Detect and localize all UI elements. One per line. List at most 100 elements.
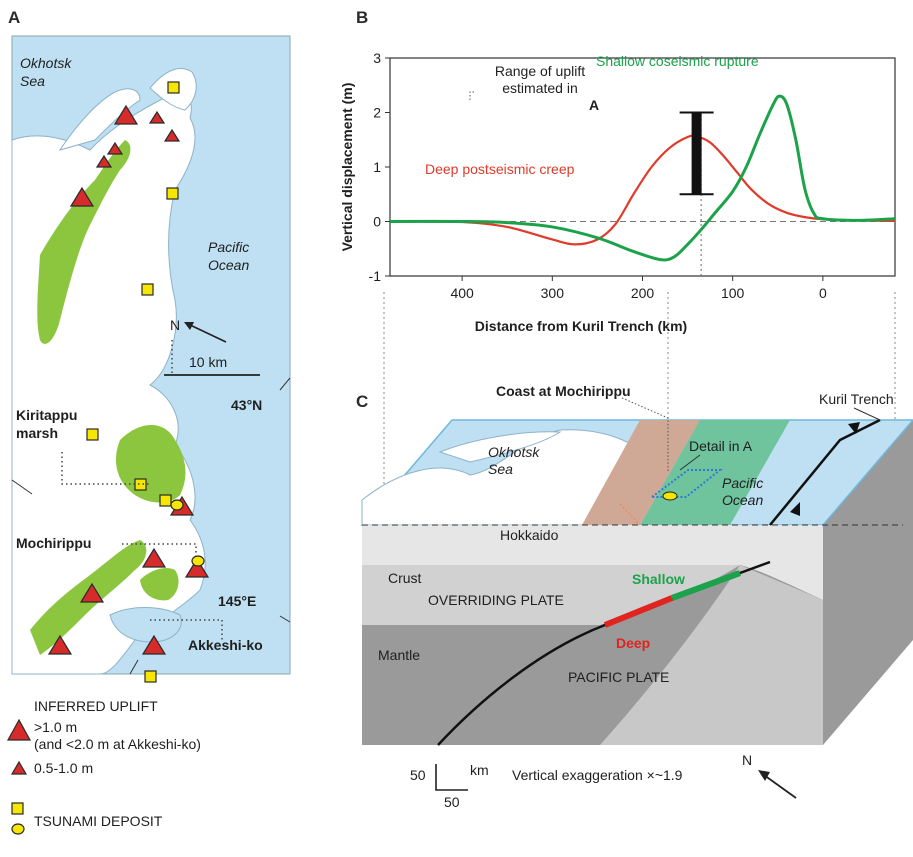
series-label-rupture: Shallow coseismic rupture [596, 53, 759, 69]
crust-layer [362, 525, 823, 600]
scale-horizontal-value: 50 [444, 794, 460, 810]
mochirippu-marker [662, 491, 678, 501]
map-leaders [61, 340, 223, 640]
x-tick-label: 200 [631, 285, 655, 301]
y-ticks: -1 0 1 2 3 [369, 50, 390, 284]
block-diagram-c: Coast at Mochirippu Kuril Trench Okhotsk… [360, 383, 913, 746]
hokkaido-label: Hokkaido [500, 527, 559, 543]
north-arrow-line [187, 323, 227, 343]
trench-arrow-icon [790, 502, 800, 516]
y-tick-label: 3 [373, 50, 381, 66]
pacific-ocean-label: Pacific Ocean [208, 239, 249, 273]
uplift-small-marker [163, 128, 181, 142]
panel-letter-b: B [356, 8, 368, 27]
range-annotation-label: Range of uplift estimated in [495, 63, 585, 96]
tsunami-deposit-marker [166, 187, 179, 200]
uplift-large-marker [79, 582, 105, 603]
series-label-creep: Deep postseismic creep [425, 161, 575, 177]
uplift-small-marker [106, 141, 124, 155]
coast-label: Coast at Mochirippu [496, 383, 631, 399]
trench-leader-line [853, 407, 881, 421]
legend-small-label: 0.5-1.0 m [34, 760, 93, 776]
x-tick-label: 0 [819, 285, 827, 301]
shallow-label: Shallow [632, 571, 685, 587]
legend: INFERRED UPLIFT >1.0 m (and <2.0 m at Ak… [6, 698, 201, 835]
overriding-plate-label: OVERRIDING PLATE [428, 592, 564, 608]
kiritappu-label: Kiritappu marsh [16, 407, 77, 441]
range-bar [691, 112, 702, 195]
y-tick-label: -1 [369, 268, 382, 284]
lon-tick [279, 615, 291, 623]
map-marsh-north [37, 140, 131, 344]
uplift-large-marker [47, 634, 73, 655]
pacific-ocean-label-c: Pacific Ocean [722, 475, 763, 508]
map-land-peninsula [58, 88, 141, 151]
block-scale: 50 km 50 Vertical exaggeration ×~1.9 N [410, 752, 797, 810]
okhotsk-sea-label-c: Okhotsk Sea [488, 444, 540, 477]
x-tick-label: 100 [721, 285, 745, 301]
map-akkeshi-lake [109, 607, 182, 643]
pacific-plate-layer [600, 565, 823, 745]
lat-tick [11, 479, 33, 495]
map-marsh-east [140, 568, 179, 601]
y-tick-label: 0 [373, 214, 381, 230]
tsunami-deposit-marker [159, 494, 172, 507]
north-label: N [170, 317, 180, 333]
north-label-c: N [742, 752, 752, 768]
panel-letter-c: C [356, 392, 368, 411]
range-annotation-leader [469, 91, 476, 100]
scale-label: 10 km [189, 354, 227, 370]
exaggeration-label: Vertical exaggeration ×~1.9 [512, 767, 683, 783]
tsunami-deposit-marker [134, 478, 147, 491]
trench-label: Kuril Trench [819, 391, 894, 407]
panel-letter-a: A [8, 8, 20, 27]
tsunami-deposit-marker [86, 428, 99, 441]
mantle-label: Mantle [378, 647, 420, 663]
map-marsh-kiritappu [115, 425, 186, 503]
x-tick-label: 400 [450, 285, 474, 301]
shallow-slip-segment [670, 570, 742, 601]
north-arrow-head-icon-c [758, 770, 770, 781]
uplift-large-marker [113, 104, 139, 125]
deep-label: Deep [616, 635, 650, 651]
map-a: Okhotsk Sea Pacific Ocean N 10 km 43°N 145… [11, 35, 291, 683]
trench-line [769, 418, 881, 526]
legend-small-triangle-icon [10, 760, 28, 775]
detail-box [649, 469, 723, 498]
plot-frame [389, 57, 896, 277]
tsunami-deposit-marker [144, 670, 157, 683]
pacific-plate-label: PACIFIC PLATE [568, 669, 669, 685]
x-ticks: 400 300 200 100 0 [450, 276, 827, 301]
north-arrow-head-icon [184, 322, 194, 330]
y-tick-label: 1 [373, 159, 381, 175]
legend-tsunami-label: TSUNAMI DEPOSIT [34, 813, 163, 829]
detail-leader [619, 503, 641, 526]
legend-tsunami-circle-icon [11, 823, 25, 835]
trench-arrow-icon [848, 422, 860, 434]
deep-slip-segment [603, 595, 674, 628]
detail-label: Detail in A [689, 438, 753, 454]
lat-tick [279, 377, 291, 391]
uplift-markers [47, 104, 210, 655]
tsunami-deposit-marker [141, 283, 154, 296]
north-arrow-line-c [763, 774, 797, 799]
y-tick-label: 2 [373, 105, 381, 121]
lon-tick [129, 659, 139, 675]
uplift-large-marker [69, 186, 95, 207]
okhotsk-sea-label: Okhotsk Sea [20, 55, 72, 89]
x-axis-label: Distance from Kuril Trench (km) [475, 318, 687, 334]
scale-unit: km [470, 762, 489, 778]
overriding-plate-layer [362, 565, 740, 625]
y-axis-label: Vertical displacement (m) [339, 83, 355, 252]
detail-leader-line [679, 454, 701, 471]
scale-axes [435, 764, 468, 791]
uplift-large-marker [141, 547, 167, 568]
block-land-north [438, 431, 562, 463]
block-band-deep [582, 420, 700, 525]
scale-vertical-value: 50 [410, 767, 426, 783]
latitude-label: 43°N [231, 397, 262, 413]
crust-label: Crust [388, 570, 422, 586]
longitude-label: 145°E [218, 593, 256, 609]
coast-leader [621, 397, 669, 472]
